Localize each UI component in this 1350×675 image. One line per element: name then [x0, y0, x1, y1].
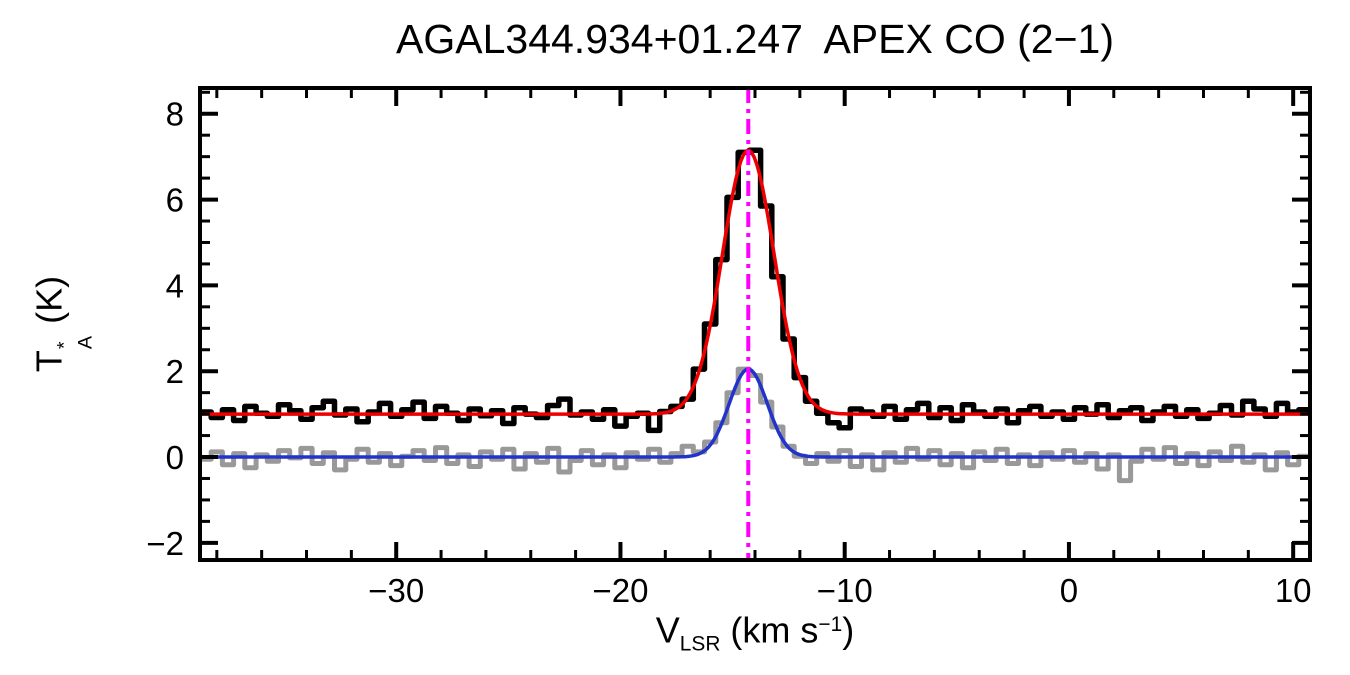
- spectrum-black-histogram: [200, 147, 1310, 434]
- gaussian-fit-blue: [200, 367, 1309, 459]
- y-tick-label: −2: [146, 525, 184, 562]
- x-tick-label: −20: [592, 572, 648, 609]
- y-label-superscript: *: [53, 341, 76, 350]
- x-label-unit-suffix: ): [842, 609, 855, 651]
- y-tick-label: 8: [166, 96, 184, 133]
- y-tick-label: 2: [166, 353, 184, 390]
- x-label-subscript: LSR: [679, 632, 721, 656]
- y-tick-label: 0: [166, 439, 184, 476]
- x-label-symbol: V: [655, 609, 680, 651]
- x-label-unit-prefix: (km s: [730, 609, 819, 651]
- x-tick-label: 10: [1275, 572, 1312, 609]
- y-label-subscript: A: [73, 335, 96, 350]
- y-label-unit: (K): [28, 275, 70, 324]
- y-axis-label: T * A (K): [28, 275, 96, 373]
- x-tick-label: −30: [368, 572, 424, 609]
- y-tick-label: 6: [166, 182, 184, 219]
- x-tick-label: 0: [1060, 572, 1078, 609]
- gaussian-fit-red: [200, 148, 1309, 416]
- y-label-symbol: T: [28, 350, 70, 373]
- x-tick-label: −10: [817, 572, 873, 609]
- x-label-unit-exponent: −1: [818, 612, 843, 636]
- x-axis-label: VLSR (km s−1): [656, 609, 854, 656]
- chart-title: AGAL344.934+01.247 APEX CO (2−1): [396, 16, 1114, 62]
- y-label-supsub: * A: [53, 335, 96, 350]
- y-tick-label: 4: [166, 267, 184, 304]
- spectrum-gray-histogram: [200, 366, 1310, 484]
